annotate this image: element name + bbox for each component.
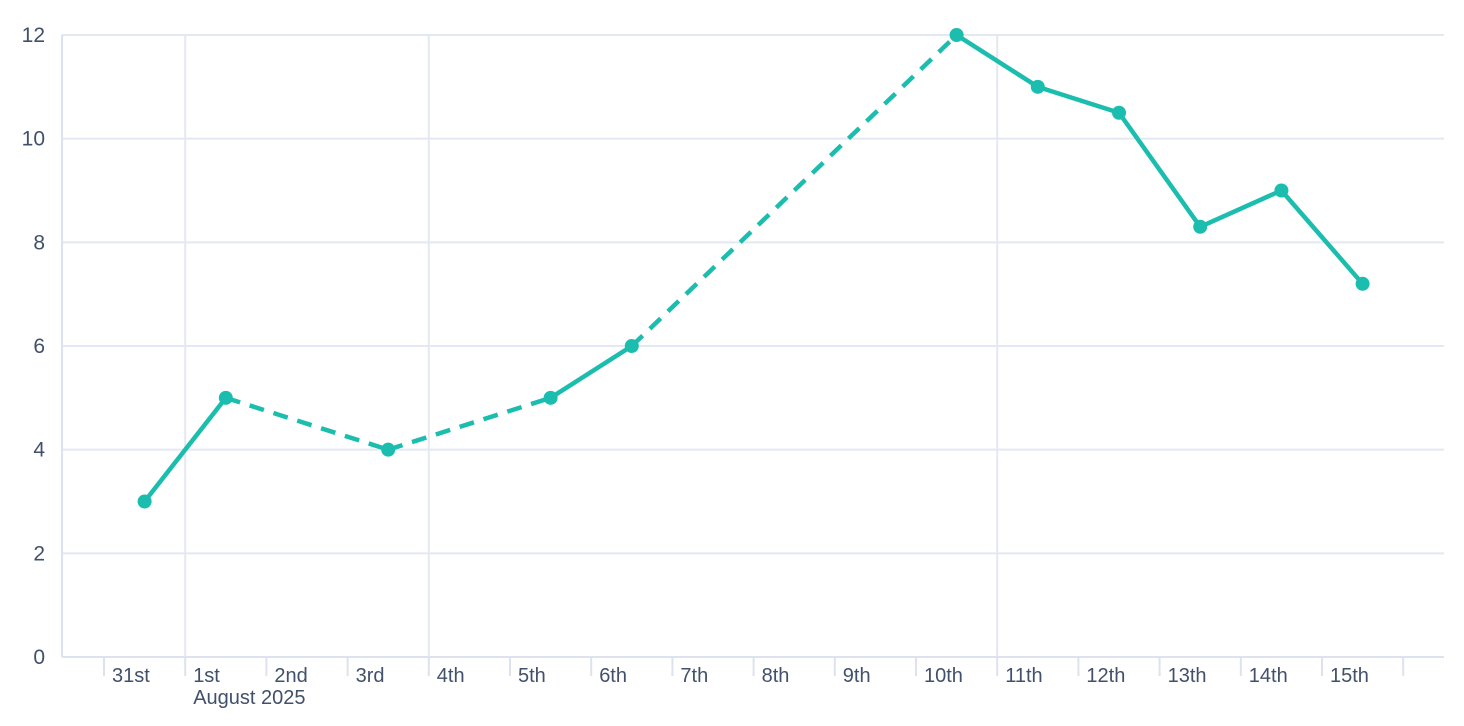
month-label: August 2025 (193, 687, 305, 709)
line-segment (548, 343, 635, 401)
line-segment (1279, 188, 1365, 287)
data-point-marker[interactable] (1274, 183, 1289, 198)
y-tick-label: 2 (33, 542, 45, 565)
data-point-marker[interactable] (624, 339, 639, 353)
x-tick-label: 11th (1005, 665, 1042, 687)
data-point-marker[interactable] (543, 390, 558, 405)
x-tick-label: 7th (680, 665, 708, 687)
x-tick-label: 4th (437, 665, 465, 687)
data-point-marker[interactable] (1112, 105, 1126, 120)
line-segment (142, 395, 229, 504)
x-tick-label: 2nd (274, 665, 307, 687)
y-tick-label: 10 (22, 128, 45, 151)
y-tick-label: 0 (33, 646, 45, 669)
x-tick-label: 15th (1330, 665, 1369, 687)
x-tick-label: 31st (112, 665, 150, 687)
line-segment (387, 395, 552, 452)
x-tick-label: 14th (1249, 665, 1288, 687)
line-segment (630, 33, 959, 348)
x-tick-label: 6th (599, 665, 627, 687)
line-segment (954, 32, 1041, 90)
data-point-marker[interactable] (1193, 219, 1208, 234)
data-point-marker[interactable] (1355, 276, 1370, 291)
data-point-marker[interactable] (137, 494, 152, 509)
x-tick-label: 10th (924, 665, 963, 687)
y-tick-label: 12 (22, 24, 45, 47)
line-segment (1197, 188, 1284, 230)
x-tick-label: 8th (762, 665, 790, 687)
line-segment (225, 395, 389, 452)
data-point-marker[interactable] (218, 390, 233, 405)
x-tick-label: 1st (193, 665, 220, 687)
x-tick-label: 13th (1168, 665, 1207, 687)
y-tick-label: 6 (33, 335, 45, 358)
x-tick-label: 3rd (356, 665, 385, 687)
y-tick-label: 4 (33, 439, 45, 462)
x-tick-label: 5th (518, 665, 546, 687)
line-segment (1035, 84, 1122, 115)
x-tick-label: 9th (843, 665, 871, 687)
data-point-marker[interactable] (949, 28, 964, 42)
data-point-marker[interactable] (1030, 79, 1045, 94)
y-tick-label: 8 (33, 231, 45, 254)
x-tick-label: 12th (1086, 665, 1125, 687)
line-segment (1116, 110, 1203, 230)
data-point-marker[interactable] (381, 442, 396, 457)
